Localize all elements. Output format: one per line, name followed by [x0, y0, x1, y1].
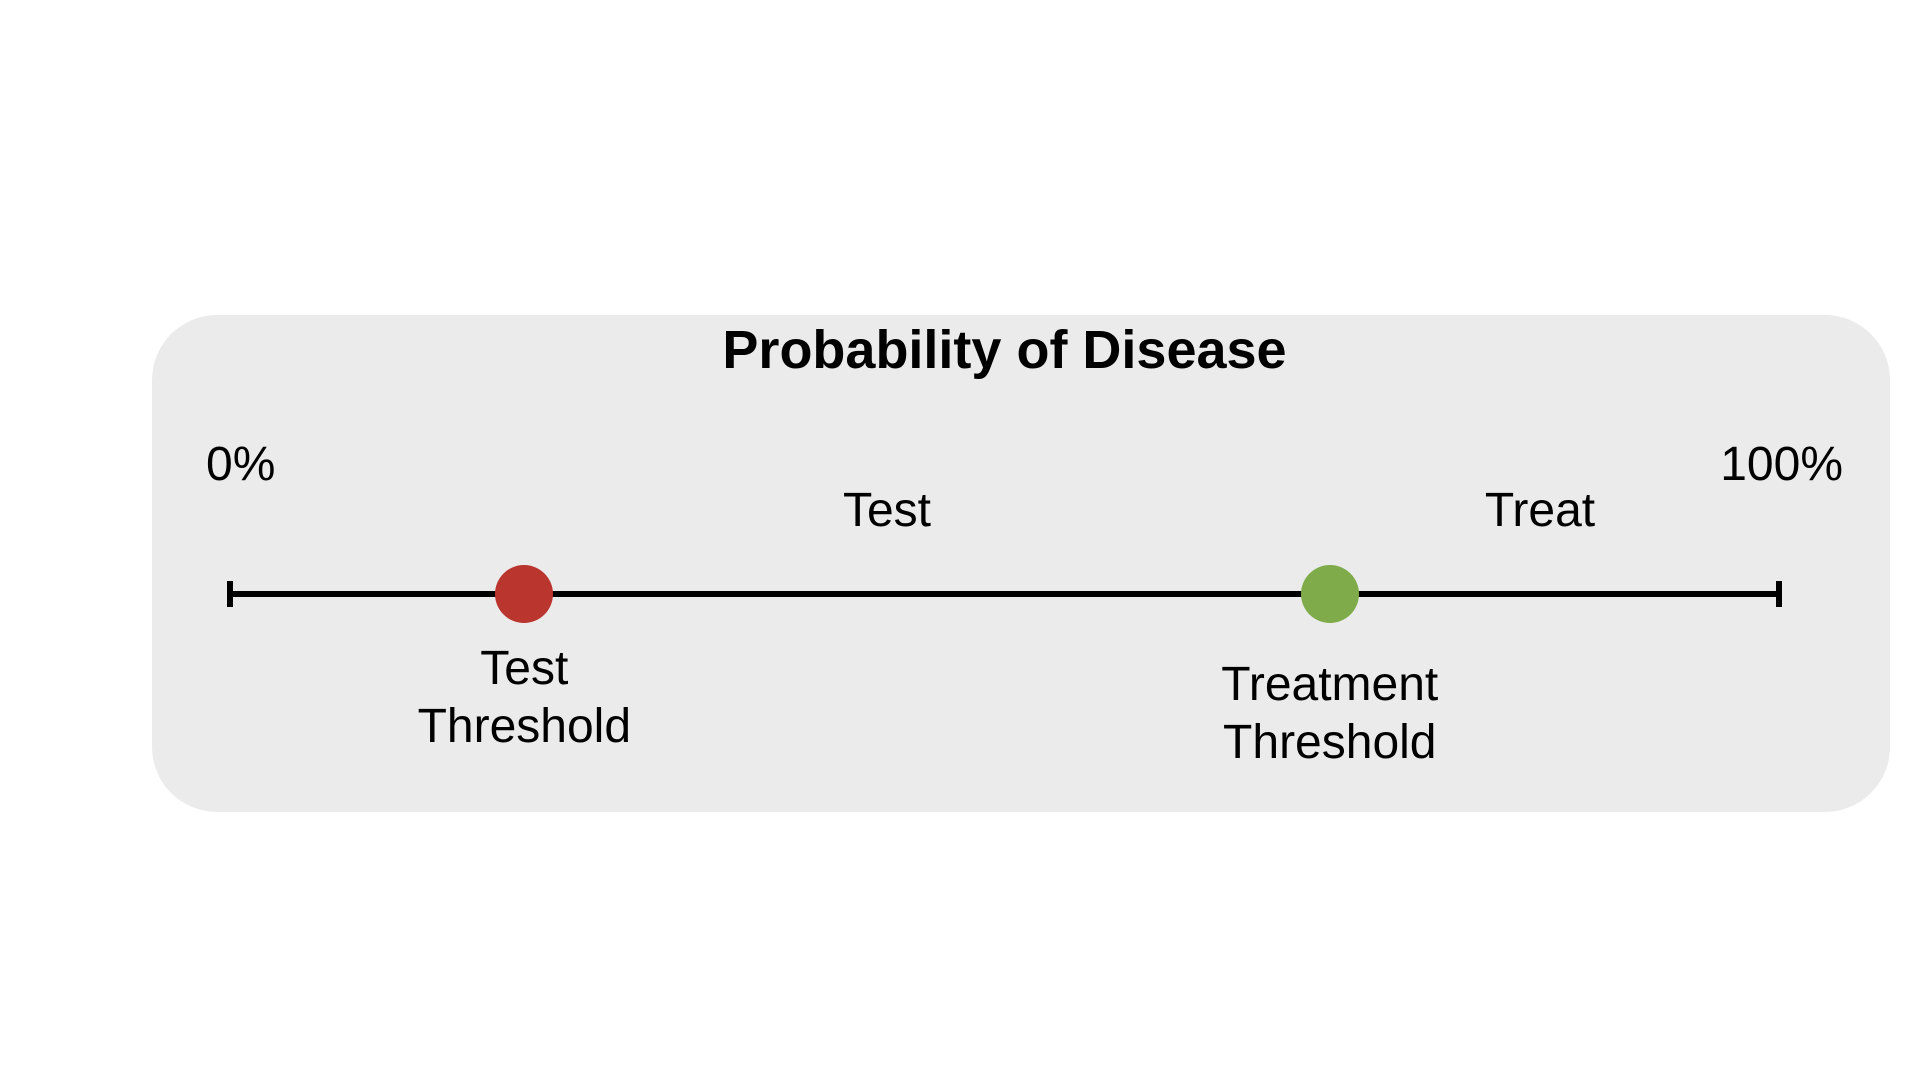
axis-max-label: 100%	[1720, 438, 1843, 491]
region-label-treat: Treat	[1484, 484, 1596, 537]
test-threshold-label: Test Threshold	[418, 640, 631, 756]
axis-min-label: 0%	[206, 438, 276, 491]
region-label-test: Test	[842, 484, 932, 537]
test-threshold-label-line1: Test	[480, 642, 569, 695]
treatment-threshold-label-line1: Treatment	[1221, 658, 1439, 711]
treatment-threshold-dot	[1300, 565, 1359, 623]
treatment-threshold-label-line2: Threshold	[1223, 716, 1437, 769]
axis-right-end-tick	[1776, 581, 1782, 607]
figure-title: Probability of Disease	[722, 320, 1287, 380]
test-threshold-label-line2: Threshold	[417, 700, 632, 753]
test-threshold-dot	[495, 565, 554, 623]
probability-axis-line	[227, 581, 1782, 607]
treatment-threshold-label: Treatment Threshold	[1221, 656, 1438, 772]
diagram-panel	[152, 315, 1890, 812]
axis-left-end-tick	[227, 581, 233, 607]
